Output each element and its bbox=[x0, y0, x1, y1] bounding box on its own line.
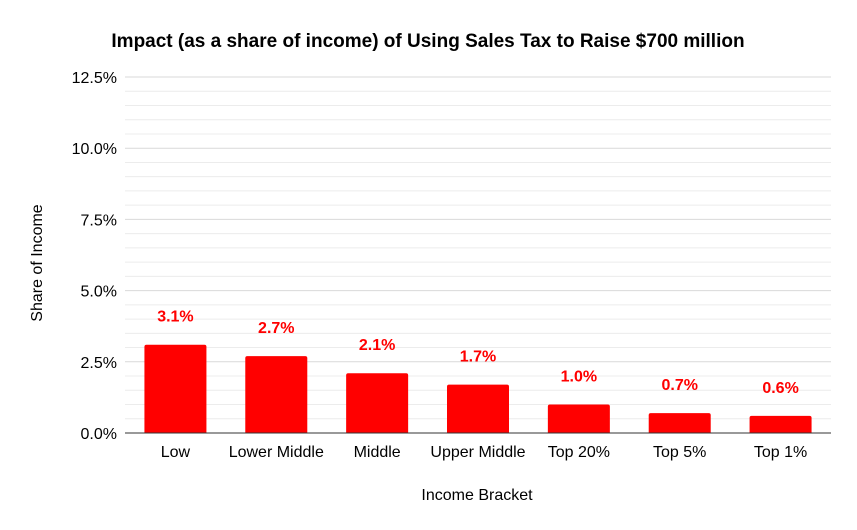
bar bbox=[144, 344, 207, 433]
x-tick-label: Top 1% bbox=[754, 444, 807, 461]
x-tick-label: Top 5% bbox=[653, 444, 706, 461]
y-tick-label: 5.0% bbox=[81, 284, 117, 301]
bar bbox=[245, 356, 308, 433]
y-tick-label: 7.5% bbox=[81, 212, 117, 229]
y-tick-label: 10.0% bbox=[72, 141, 117, 158]
data-label: 0.6% bbox=[762, 380, 798, 397]
bar bbox=[346, 373, 409, 433]
data-label: 1.0% bbox=[561, 369, 597, 386]
bar bbox=[547, 404, 610, 433]
data-labels: 3.1% 2.7% 2.1% 1.7% 1.0% 0.7% 0.6% bbox=[157, 309, 799, 397]
x-axis-title: Income Bracket bbox=[421, 487, 533, 504]
bar bbox=[749, 415, 812, 433]
chart-title: Impact (as a share of income) of Using S… bbox=[111, 31, 744, 52]
y-axis-title: Share of Income bbox=[29, 204, 46, 322]
y-tick-label: 12.5% bbox=[72, 70, 117, 87]
bar bbox=[447, 384, 509, 433]
data-label: 3.1% bbox=[157, 309, 193, 326]
bars bbox=[144, 344, 812, 433]
gridlines bbox=[125, 76, 831, 420]
data-label: 2.1% bbox=[359, 337, 395, 354]
data-label: 0.7% bbox=[661, 377, 697, 394]
x-tick-label: Top 20% bbox=[548, 444, 610, 461]
x-tick-label: Middle bbox=[354, 444, 401, 461]
bar bbox=[648, 413, 711, 433]
y-axis-ticks: 0.0% 2.5% 5.0% 7.5% 10.0% 12.5% bbox=[72, 70, 117, 443]
data-label: 2.7% bbox=[258, 320, 294, 337]
y-tick-label: 0.0% bbox=[81, 426, 117, 443]
y-tick-label: 2.5% bbox=[81, 355, 117, 372]
x-tick-label: Upper Middle bbox=[430, 444, 525, 461]
x-tick-label: Low bbox=[161, 444, 191, 461]
data-label: 1.7% bbox=[460, 349, 496, 366]
x-axis-ticks: Low Lower Middle Middle Upper Middle Top 20%… bbox=[161, 444, 808, 461]
x-tick-label: Lower Middle bbox=[229, 444, 324, 461]
